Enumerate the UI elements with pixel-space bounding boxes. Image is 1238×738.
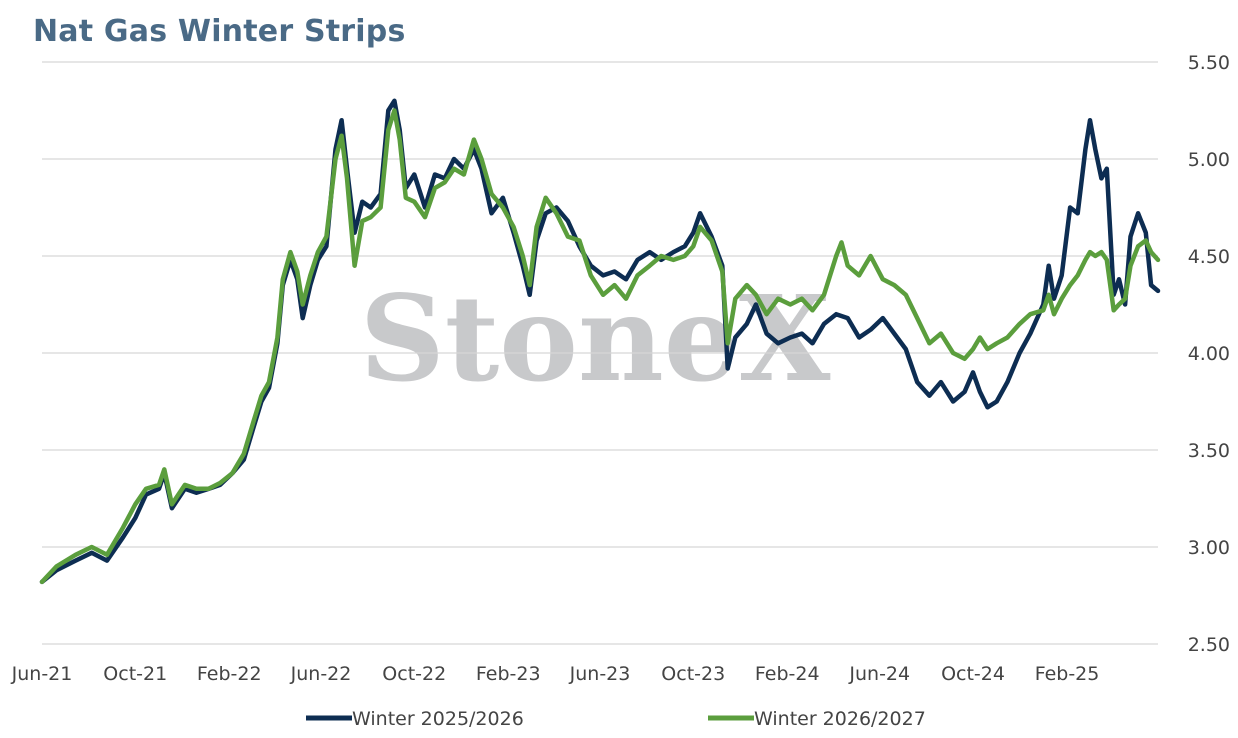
x-tick-label: Oct-23: [661, 663, 725, 685]
x-tick-label: Jun-21: [11, 663, 73, 685]
y-tick-label: 3.00: [1188, 537, 1230, 559]
y-tick-label: 4.50: [1188, 246, 1230, 268]
x-tick-label: Oct-24: [941, 663, 1005, 685]
watermark: StoneX: [360, 269, 831, 408]
x-tick-label: Jun-24: [848, 663, 910, 685]
y-tick-label: 4.00: [1188, 343, 1230, 365]
y-tick-label: 5.50: [1188, 52, 1230, 74]
legend-label-1: Winter 2025/2026: [352, 708, 524, 730]
y-tick-label: 5.00: [1188, 149, 1230, 171]
x-axis-ticks: Jun-21 Oct-21 Feb-22 Jun-22 Oct-22 Feb-23 Jun-…: [11, 663, 1100, 685]
x-tick-label: Feb-22: [197, 663, 262, 685]
series-line-2: [39, 108, 1161, 585]
x-tick-label: Oct-22: [382, 663, 446, 685]
gridlines: [42, 61, 1158, 645]
y-axis-ticks: 2.50 3.00 3.50 4.00 4.50 5.00 5.50: [1188, 52, 1230, 656]
x-tick-label: Jun-23: [569, 663, 631, 685]
y-tick-label: 2.50: [1188, 634, 1230, 656]
chart-title: Nat Gas Winter Strips: [33, 14, 406, 49]
x-tick-label: Feb-25: [1035, 663, 1100, 685]
series-lines: [39, 98, 1161, 585]
legend: Winter 2025/2026 Winter 2026/2027: [306, 708, 926, 730]
x-tick-label: Oct-21: [103, 663, 167, 685]
y-tick-label: 3.50: [1188, 440, 1230, 462]
x-tick-label: Jun-22: [290, 663, 352, 685]
legend-label-2: Winter 2026/2027: [754, 708, 926, 730]
x-tick-label: Feb-23: [476, 663, 541, 685]
x-tick-label: Feb-24: [755, 663, 820, 685]
